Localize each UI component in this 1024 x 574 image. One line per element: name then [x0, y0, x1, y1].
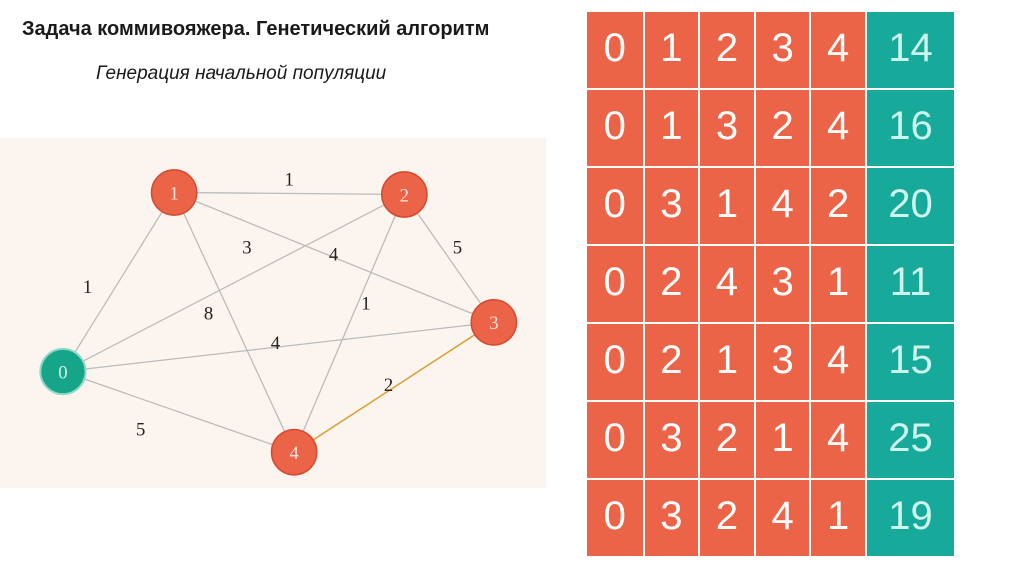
svg-text:5: 5	[453, 237, 462, 258]
svg-text:4: 4	[329, 244, 339, 265]
svg-text:0: 0	[58, 362, 67, 383]
svg-text:1: 1	[169, 183, 178, 204]
svg-text:4: 4	[289, 443, 299, 464]
svg-text:1: 1	[83, 277, 92, 298]
svg-text:2: 2	[384, 375, 393, 396]
svg-text:3: 3	[242, 237, 251, 258]
svg-text:4: 4	[271, 333, 281, 354]
svg-text:5: 5	[136, 419, 145, 440]
svg-text:8: 8	[204, 303, 213, 324]
svg-text:2: 2	[400, 185, 409, 206]
svg-text:3: 3	[489, 313, 498, 334]
svg-text:1: 1	[285, 170, 294, 191]
svg-text:1: 1	[361, 294, 370, 315]
